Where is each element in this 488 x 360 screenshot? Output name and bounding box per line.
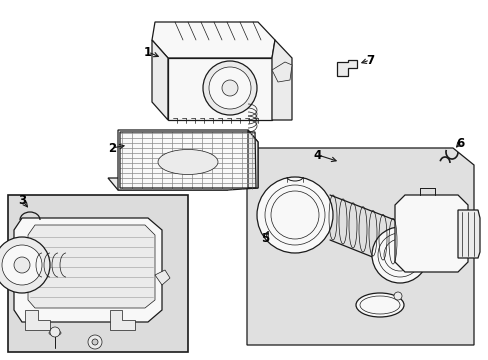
Polygon shape	[336, 60, 356, 76]
Polygon shape	[271, 40, 291, 120]
Circle shape	[0, 237, 50, 293]
Polygon shape	[152, 40, 168, 120]
Polygon shape	[14, 218, 162, 322]
Circle shape	[393, 292, 401, 300]
Polygon shape	[25, 310, 50, 330]
Text: 6: 6	[455, 136, 463, 149]
Circle shape	[208, 67, 250, 109]
Polygon shape	[118, 130, 258, 190]
Circle shape	[2, 245, 42, 285]
Ellipse shape	[158, 149, 218, 175]
Polygon shape	[457, 210, 479, 258]
Text: 2: 2	[108, 141, 116, 154]
Polygon shape	[168, 58, 271, 120]
Polygon shape	[108, 178, 227, 190]
Polygon shape	[246, 148, 473, 345]
Circle shape	[203, 61, 257, 115]
Circle shape	[371, 227, 427, 283]
Text: 5: 5	[260, 231, 268, 244]
Ellipse shape	[355, 293, 403, 317]
Polygon shape	[155, 270, 170, 285]
Text: 7: 7	[365, 54, 373, 67]
Text: 1: 1	[143, 45, 152, 59]
Polygon shape	[8, 195, 187, 352]
Polygon shape	[110, 310, 135, 330]
Circle shape	[222, 80, 238, 96]
Circle shape	[88, 335, 102, 349]
Polygon shape	[152, 22, 274, 58]
Circle shape	[92, 339, 98, 345]
Polygon shape	[394, 195, 467, 272]
Circle shape	[14, 257, 30, 273]
Text: 3: 3	[18, 194, 26, 207]
Polygon shape	[247, 130, 258, 188]
Text: 4: 4	[313, 149, 322, 162]
Polygon shape	[28, 225, 155, 308]
Ellipse shape	[49, 330, 61, 336]
Circle shape	[257, 177, 332, 253]
Polygon shape	[271, 62, 291, 82]
Circle shape	[50, 327, 60, 337]
